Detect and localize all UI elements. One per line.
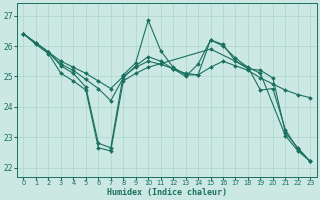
X-axis label: Humidex (Indice chaleur): Humidex (Indice chaleur)	[107, 188, 227, 197]
